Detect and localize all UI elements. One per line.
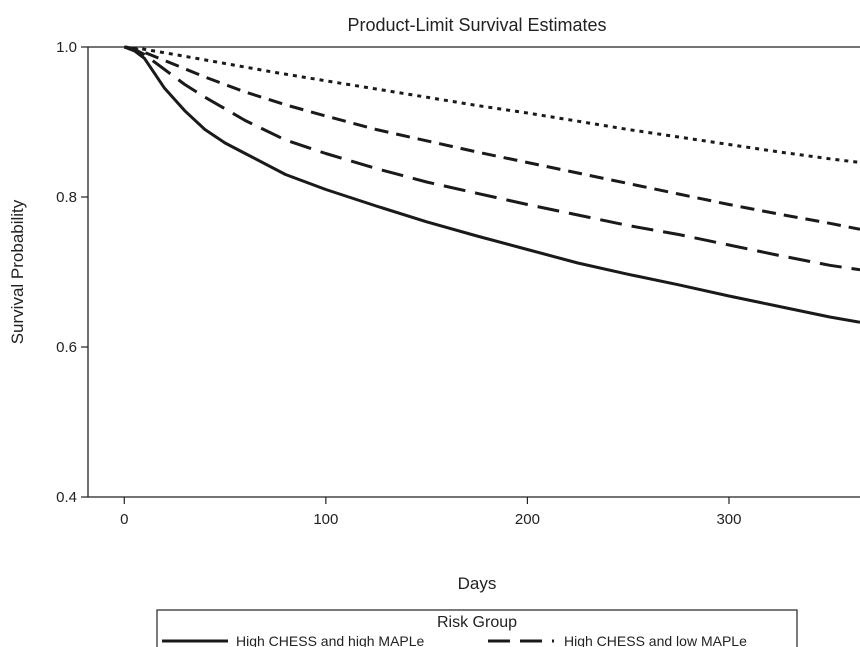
chart-title: Product-Limit Survival Estimates (347, 15, 606, 35)
legend: Risk Group High CHESS and high MAPLe High… (156, 609, 798, 647)
x-axis-ticks: 0 100 200 300 (120, 497, 741, 528)
x-tick-label: 100 (313, 511, 338, 528)
x-tick-label: 0 (120, 511, 128, 528)
survival-curve-4 (124, 45, 860, 164)
legend-box (156, 609, 798, 647)
y-tick-label: 0.6 (56, 339, 77, 356)
survival-curve-3 (124, 45, 860, 231)
survival-curves (123, 45, 860, 324)
survival-curve-1 (123, 45, 860, 324)
x-axis-label: Days (458, 574, 497, 593)
y-tick-label: 0.4 (56, 489, 77, 506)
legend-title: Risk Group (437, 614, 517, 631)
plot-frame (87, 46, 860, 498)
x-tick-label: 300 (716, 511, 741, 528)
legend-label: High CHESS and high MAPLe (236, 633, 425, 647)
x-tick-label: 200 (515, 511, 540, 528)
y-axis-label: Survival Probability (8, 199, 27, 344)
survival-curve-2 (123, 45, 860, 272)
y-tick-label: 0.8 (56, 189, 77, 206)
legend-label: High CHESS and low MAPLe (564, 633, 747, 647)
plot-border (87, 46, 860, 498)
y-tick-label: 1.0 (56, 39, 77, 56)
legend-items: High CHESS and high MAPLe High CHESS and … (162, 633, 747, 647)
y-axis-ticks: 0.4 0.6 0.8 1.0 (56, 39, 88, 506)
